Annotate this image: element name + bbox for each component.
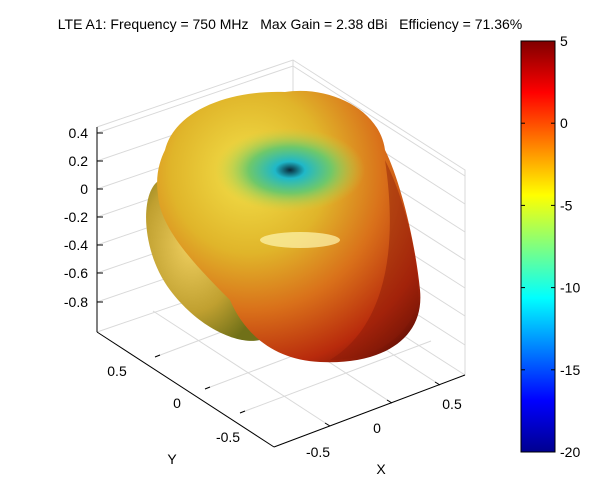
z-tick-label: 0 xyxy=(80,181,88,197)
x-tick xyxy=(386,399,393,404)
grid-line xyxy=(239,340,432,414)
surface-highlight xyxy=(260,232,340,248)
y-tick xyxy=(204,386,211,390)
colorbar-tick-label: -10 xyxy=(560,280,580,296)
y-tick-labels: 0.5 0 -0.5 xyxy=(107,354,246,445)
z-tick-labels: 0.4 0.2 0 -0.2 -0.4 -0.6 -0.8 xyxy=(64,125,103,310)
grid-back-frame xyxy=(96,59,466,375)
x-tick-label: 0.5 xyxy=(442,396,462,412)
x-tick-label: 0 xyxy=(373,420,381,436)
colorbar-tick-label: -15 xyxy=(560,362,580,378)
z-tick-label: 0.4 xyxy=(69,125,89,141)
radiation-surface xyxy=(146,90,421,363)
surface-null-dip xyxy=(215,128,365,212)
z-tick-label: -0.4 xyxy=(64,237,88,253)
x-axis-line xyxy=(273,374,466,448)
grid-line xyxy=(152,310,331,427)
surface-right-shade xyxy=(330,160,419,360)
chart-title: LTE A1: Frequency = 750 MHz Max Gain = 2… xyxy=(58,16,522,32)
grid-line xyxy=(96,65,466,177)
colorbar-tick-label: 0 xyxy=(560,115,568,131)
y-tick-label: 0.5 xyxy=(107,363,127,379)
colorbar-tick-labels: 5 0 -5 -10 -15 -20 xyxy=(521,33,580,460)
y-axis-label: Y xyxy=(167,451,177,467)
z-tick-label: 0.2 xyxy=(69,153,89,169)
colorbar-tick-label: 5 xyxy=(560,33,568,49)
z-tick-label: -0.8 xyxy=(64,294,88,310)
y-tick xyxy=(154,354,161,358)
x-axis-label: X xyxy=(376,461,386,477)
y-tick-label: -0.5 xyxy=(216,429,240,445)
y-tick-label: 0 xyxy=(173,395,181,411)
colorbar-tick-label: -20 xyxy=(560,444,580,460)
x-tick-labels: -0.5 0 0.5 xyxy=(306,381,462,460)
y-axis-line xyxy=(96,331,275,448)
y-tick xyxy=(239,410,246,414)
colorbar xyxy=(520,40,556,453)
x-tick xyxy=(324,422,331,427)
colorbar-tick-label: -5 xyxy=(560,197,573,213)
z-tick-label: -0.2 xyxy=(64,209,88,225)
x-tick xyxy=(434,381,441,386)
z-tick-label: -0.6 xyxy=(64,265,88,281)
x-tick-label: -0.5 xyxy=(306,444,330,460)
